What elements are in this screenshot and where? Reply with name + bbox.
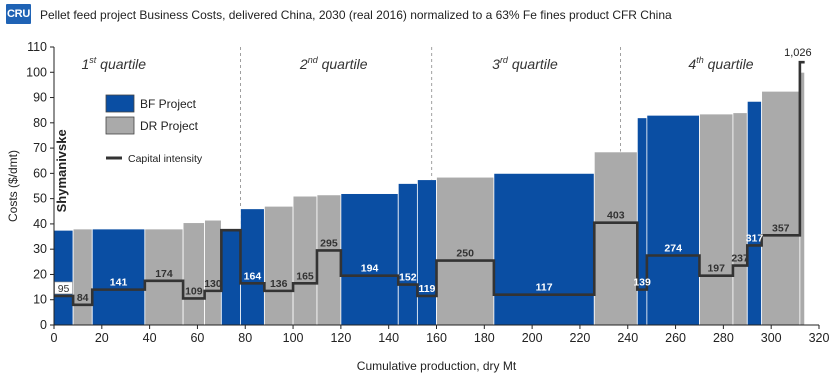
x-tick-label: 160 <box>426 331 447 345</box>
x-tick-label: 0 <box>51 331 58 345</box>
shymanivske-annotation: Shymanivske <box>54 129 69 212</box>
x-tick-label: 300 <box>761 331 782 345</box>
label-box <box>54 281 73 295</box>
dr-project-bar <box>732 112 748 326</box>
x-tick-label: 80 <box>238 331 252 345</box>
x-axis-label: Cumulative production, dry Mt <box>357 359 517 373</box>
y-tick-label: 50 <box>33 192 47 206</box>
quartile-label: 2nd quartile <box>299 55 368 72</box>
x-tick-label: 120 <box>330 331 351 345</box>
x-tick-label: 280 <box>713 331 734 345</box>
capital-intensity-label: 84 <box>77 292 89 304</box>
cru-logo: CRU <box>6 4 31 24</box>
dr-project-bar <box>699 113 734 326</box>
x-tick-label: 240 <box>617 331 638 345</box>
dr-project-bar <box>204 219 222 326</box>
capital-intensity-label: 197 <box>707 263 725 275</box>
capital-intensity-line <box>54 60 805 307</box>
bf-project-bar <box>493 172 595 326</box>
y-tick-label: 110 <box>27 40 47 54</box>
legend-bf-label: BF Project <box>140 97 197 111</box>
legend-dr-label: DR Project <box>140 119 199 133</box>
capital-intensity-label: 174 <box>155 268 173 280</box>
x-tick-label: 180 <box>474 331 495 345</box>
y-tick-label: 0 <box>40 318 47 332</box>
quartile-label: 3rd quartile <box>492 55 558 72</box>
dr-project-bar <box>292 195 318 326</box>
x-tick-label: 260 <box>665 331 686 345</box>
x-tick-label: 20 <box>95 331 109 345</box>
capital-intensity-label: 357 <box>772 222 790 234</box>
y-tick-label: 90 <box>33 91 47 105</box>
x-tick-label: 320 <box>809 331 830 345</box>
bf-project-bar <box>53 229 74 326</box>
bf-project-bar <box>646 114 700 326</box>
capital-intensity-label: 130 <box>204 278 222 290</box>
capital-intensity-label: 250 <box>456 248 474 260</box>
header: CRU Pellet feed project Business Costs, … <box>0 0 835 30</box>
y-tick-label: 10 <box>33 293 47 307</box>
legend-dr-swatch <box>105 116 135 135</box>
bf-project-bar <box>340 193 399 326</box>
capital-intensity-max-label: 1,026 <box>784 47 812 59</box>
capital-intensity-label: 237 <box>731 253 749 265</box>
capital-intensity-label: 117 <box>536 282 553 294</box>
y-tick-label: 30 <box>33 242 47 256</box>
bf-project-bar <box>220 228 241 326</box>
y-tick-label: 20 <box>33 267 47 281</box>
capital-intensity-label: 164 <box>244 270 262 282</box>
capital-intensity-label: 165 <box>296 270 314 282</box>
capital-intensity-label: 317 <box>746 232 764 244</box>
y-tick-label: 80 <box>33 116 47 130</box>
legend-capital-label: Capital intensity <box>128 153 203 165</box>
bf-project-bar <box>397 183 418 326</box>
capital-intensity-label: 295 <box>320 237 338 249</box>
capital-intensity-label: 194 <box>361 263 379 275</box>
quartile-label: 4th quartile <box>688 55 753 72</box>
dr-project-bar <box>593 151 638 326</box>
dr-project-bar <box>182 222 206 326</box>
capital-intensity-label: 136 <box>270 278 288 290</box>
capital-intensity-label: 152 <box>399 272 417 284</box>
legend-bf-swatch <box>105 94 135 113</box>
y-tick-label: 60 <box>33 166 47 180</box>
x-tick-label: 40 <box>143 331 157 345</box>
y-tick-label: 40 <box>33 217 47 231</box>
x-tick-label: 140 <box>378 331 399 345</box>
y-tick-label: 100 <box>26 65 47 79</box>
chart-title: Pellet feed project Business Costs, deli… <box>40 8 672 22</box>
dr-project-bar <box>761 90 801 326</box>
x-tick-label: 100 <box>283 331 304 345</box>
capital-intensity-label: 371 <box>222 217 240 229</box>
y-tick-label: 70 <box>33 141 47 155</box>
bf-project-bar <box>416 179 437 326</box>
x-tick-label: 60 <box>190 331 204 345</box>
capital-intensity-label: 119 <box>418 283 435 295</box>
capital-intensity-label: 274 <box>664 243 682 255</box>
capital-intensity-label: 139 <box>633 277 651 289</box>
dr-project-bar <box>316 194 342 326</box>
bf-project-bar <box>240 208 265 326</box>
capital-intensity-label: 141 <box>110 277 128 289</box>
dr-project-bar <box>263 205 294 326</box>
capital-intensity-label: 109 <box>185 285 203 297</box>
x-tick-label: 200 <box>522 331 543 345</box>
capital-intensity-label: 403 <box>607 210 625 222</box>
dr-project-bar <box>72 228 93 326</box>
x-tick-label: 220 <box>570 331 591 345</box>
quartile-label: 1st quartile <box>81 55 146 72</box>
y-axis-label: Costs ($/dmt) <box>6 150 20 222</box>
bf-project-bar <box>746 100 763 326</box>
dr-project-bar <box>436 176 495 326</box>
bf-project-bar <box>636 117 648 326</box>
capital-intensity-label: 95 <box>58 283 70 295</box>
